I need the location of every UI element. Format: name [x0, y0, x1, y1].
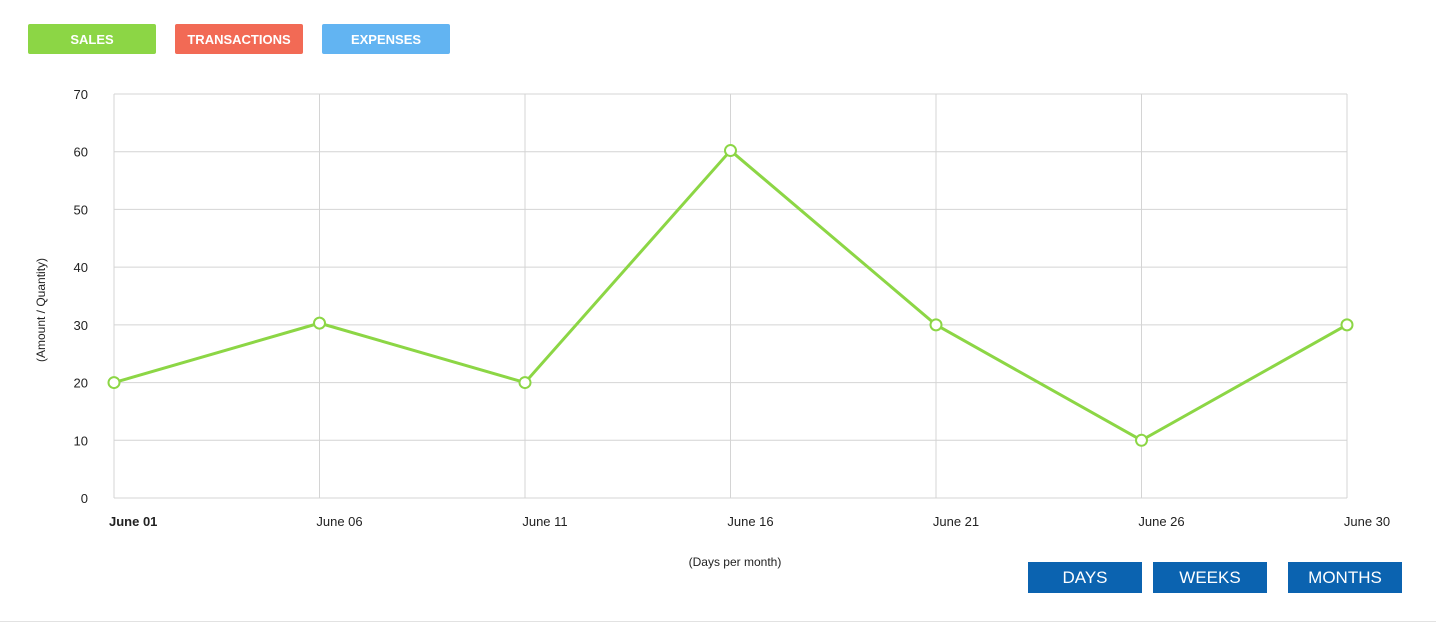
y-tick-label: 60: [74, 145, 88, 160]
tab-sales[interactable]: SALES: [28, 24, 156, 54]
data-point[interactable]: [1340, 318, 1354, 332]
data-point[interactable]: [313, 316, 326, 330]
x-tick-label: June 06: [316, 514, 362, 529]
days-button[interactable]: DAYS: [1028, 562, 1142, 593]
months-button[interactable]: MONTHS: [1288, 562, 1402, 593]
x-axis-ticks: June 01 June 06 June 11 June 16 June 21 June …: [109, 514, 1390, 529]
y-tick-label: 10: [74, 433, 88, 448]
x-tick-label: June 30: [1344, 514, 1390, 529]
y-tick-label: 20: [74, 376, 88, 391]
y-tick-label: 40: [74, 260, 88, 275]
data-point[interactable]: [518, 376, 532, 390]
y-axis-label: (Amount / Quantity): [34, 258, 48, 362]
weeks-button[interactable]: WEEKS: [1153, 562, 1267, 593]
y-tick-label: 30: [74, 318, 88, 333]
data-point[interactable]: [107, 376, 121, 390]
y-tick-label: 50: [74, 202, 88, 217]
tab-transactions[interactable]: TRANSACTIONS: [175, 24, 303, 54]
x-axis-label: (Days per month): [689, 555, 782, 569]
x-tick-label: June 01: [109, 514, 157, 529]
data-point[interactable]: [724, 144, 737, 158]
x-tick-label: June 11: [522, 514, 567, 529]
bottom-divider: [0, 621, 1436, 622]
y-axis-ticks: 0 10 20 30 40 50 60 70: [74, 87, 88, 506]
chart-grid: [113, 93, 1348, 499]
data-point[interactable]: [929, 318, 943, 332]
data-point[interactable]: [1135, 433, 1148, 447]
series-layer: [107, 144, 1354, 447]
x-tick-label: June 16: [727, 514, 773, 529]
x-tick-label: June 26: [1138, 514, 1184, 529]
y-tick-label: 0: [81, 491, 88, 506]
x-tick-label: June 21: [933, 514, 979, 529]
tab-expenses[interactable]: EXPENSES: [322, 24, 450, 54]
y-tick-label: 70: [74, 87, 88, 102]
